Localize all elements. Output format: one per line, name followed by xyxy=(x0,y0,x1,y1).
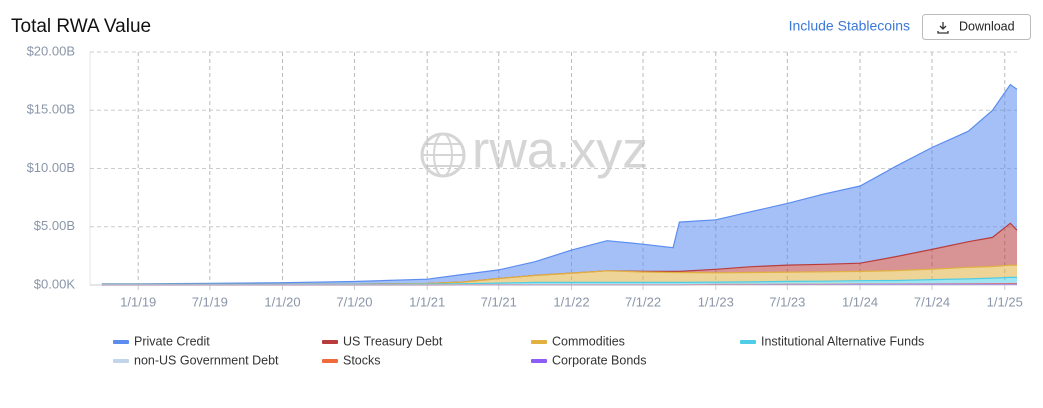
globe-lines xyxy=(433,133,453,177)
download-icon xyxy=(937,22,949,34)
globe xyxy=(420,132,466,178)
area xyxy=(101,84,1017,285)
legend-label: Institutional Alternative Funds xyxy=(761,334,924,348)
x-tick-label: 1/1/21 xyxy=(409,294,445,309)
y-tick-label: $10.00B xyxy=(27,160,75,175)
area-line xyxy=(101,83,1018,285)
globe-lines xyxy=(422,143,464,167)
watermark-text: rwa.xyz xyxy=(472,122,648,180)
button-label: Download xyxy=(959,19,1015,33)
legend-label: non-US Government Debt xyxy=(134,353,279,367)
y-tick-label: $0.00K xyxy=(34,276,76,291)
area-line xyxy=(101,276,1017,285)
stablecoins-link[interactable]: Include Stablecoins xyxy=(789,18,910,34)
x-tick-label: 1/1/25 xyxy=(987,294,1023,309)
area xyxy=(101,265,1017,285)
button-frame xyxy=(922,14,1031,40)
x-tick-label: 1/1/20 xyxy=(264,294,300,309)
x-tick-label: 7/1/23 xyxy=(769,294,805,309)
area xyxy=(101,277,1017,285)
chart-title: Total RWA Value xyxy=(11,16,151,37)
y-tick-label: $20.00B xyxy=(27,43,75,58)
x-tick-label: 7/1/21 xyxy=(481,294,517,309)
legend-swatch xyxy=(531,359,547,363)
legend-label: Private Credit xyxy=(134,334,210,348)
x-tick-label: 7/1/20 xyxy=(336,294,372,309)
legend-label: Stocks xyxy=(343,353,381,367)
area xyxy=(101,223,1017,285)
legend-swatch xyxy=(322,340,338,344)
download-button[interactable]: Download xyxy=(922,14,1031,40)
legend-swatch xyxy=(113,340,129,344)
legend-swatch xyxy=(531,340,547,344)
x-tick-label: 1/1/19 xyxy=(120,294,156,309)
x-tick-label: 1/1/23 xyxy=(698,294,734,309)
legend-swatch xyxy=(322,359,338,363)
y-tick-label: $5.00B xyxy=(34,218,75,233)
y-tick-label: $15.00B xyxy=(27,102,75,117)
legend-label: Corporate Bonds xyxy=(552,353,647,367)
x-tick-label: 7/1/22 xyxy=(625,294,661,309)
x-tick-label: 1/1/24 xyxy=(842,294,878,309)
watermark: rwa.xyz xyxy=(420,122,648,180)
x-tick-label: 7/1/24 xyxy=(914,294,950,309)
x-tick-label: 1/1/22 xyxy=(553,294,589,309)
legend-swatch xyxy=(740,340,756,344)
legend-label: Commodities xyxy=(552,334,625,348)
x-tick-label: 7/1/19 xyxy=(192,294,228,309)
legend-label: US Treasury Debt xyxy=(343,334,443,348)
legend-swatch xyxy=(113,359,129,363)
